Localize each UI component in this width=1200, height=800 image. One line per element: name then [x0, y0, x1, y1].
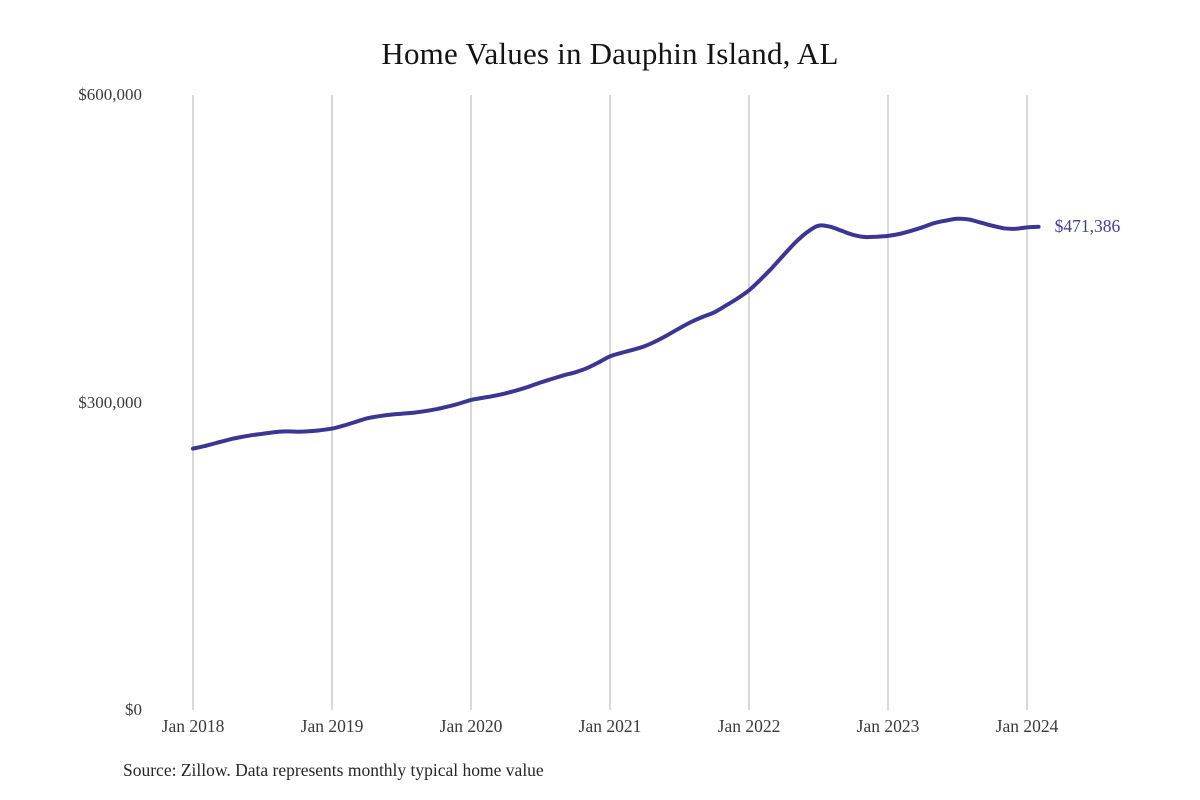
source-note: Source: Zillow. Data represents monthly … — [123, 760, 544, 780]
x-axis-tick-label-2020: Jan 2020 — [439, 716, 503, 736]
x-axis-tick-label-2023: Jan 2023 — [856, 716, 920, 736]
x-axis-tick-label-2024: Jan 2024 — [995, 716, 1059, 736]
x-axis-tick-label-2022: Jan 2022 — [717, 716, 781, 736]
y-axis-tick-label-300k: $300,000 — [78, 393, 142, 412]
home-value-line — [191, 216, 1041, 451]
x-axis-tick-label-2019: Jan 2019 — [300, 716, 364, 736]
y-axis-tick-label-0: $0 — [125, 700, 142, 719]
y-axis-tick-label-600k: $600,000 — [78, 85, 142, 104]
x-axis-tick-label-2021: Jan 2021 — [578, 716, 642, 736]
chart-title: Home Values in Dauphin Island, AL — [381, 36, 839, 71]
latest-value-label: $471,386 — [1054, 215, 1121, 236]
x-axis-tick-label-2018: Jan 2018 — [161, 716, 225, 736]
